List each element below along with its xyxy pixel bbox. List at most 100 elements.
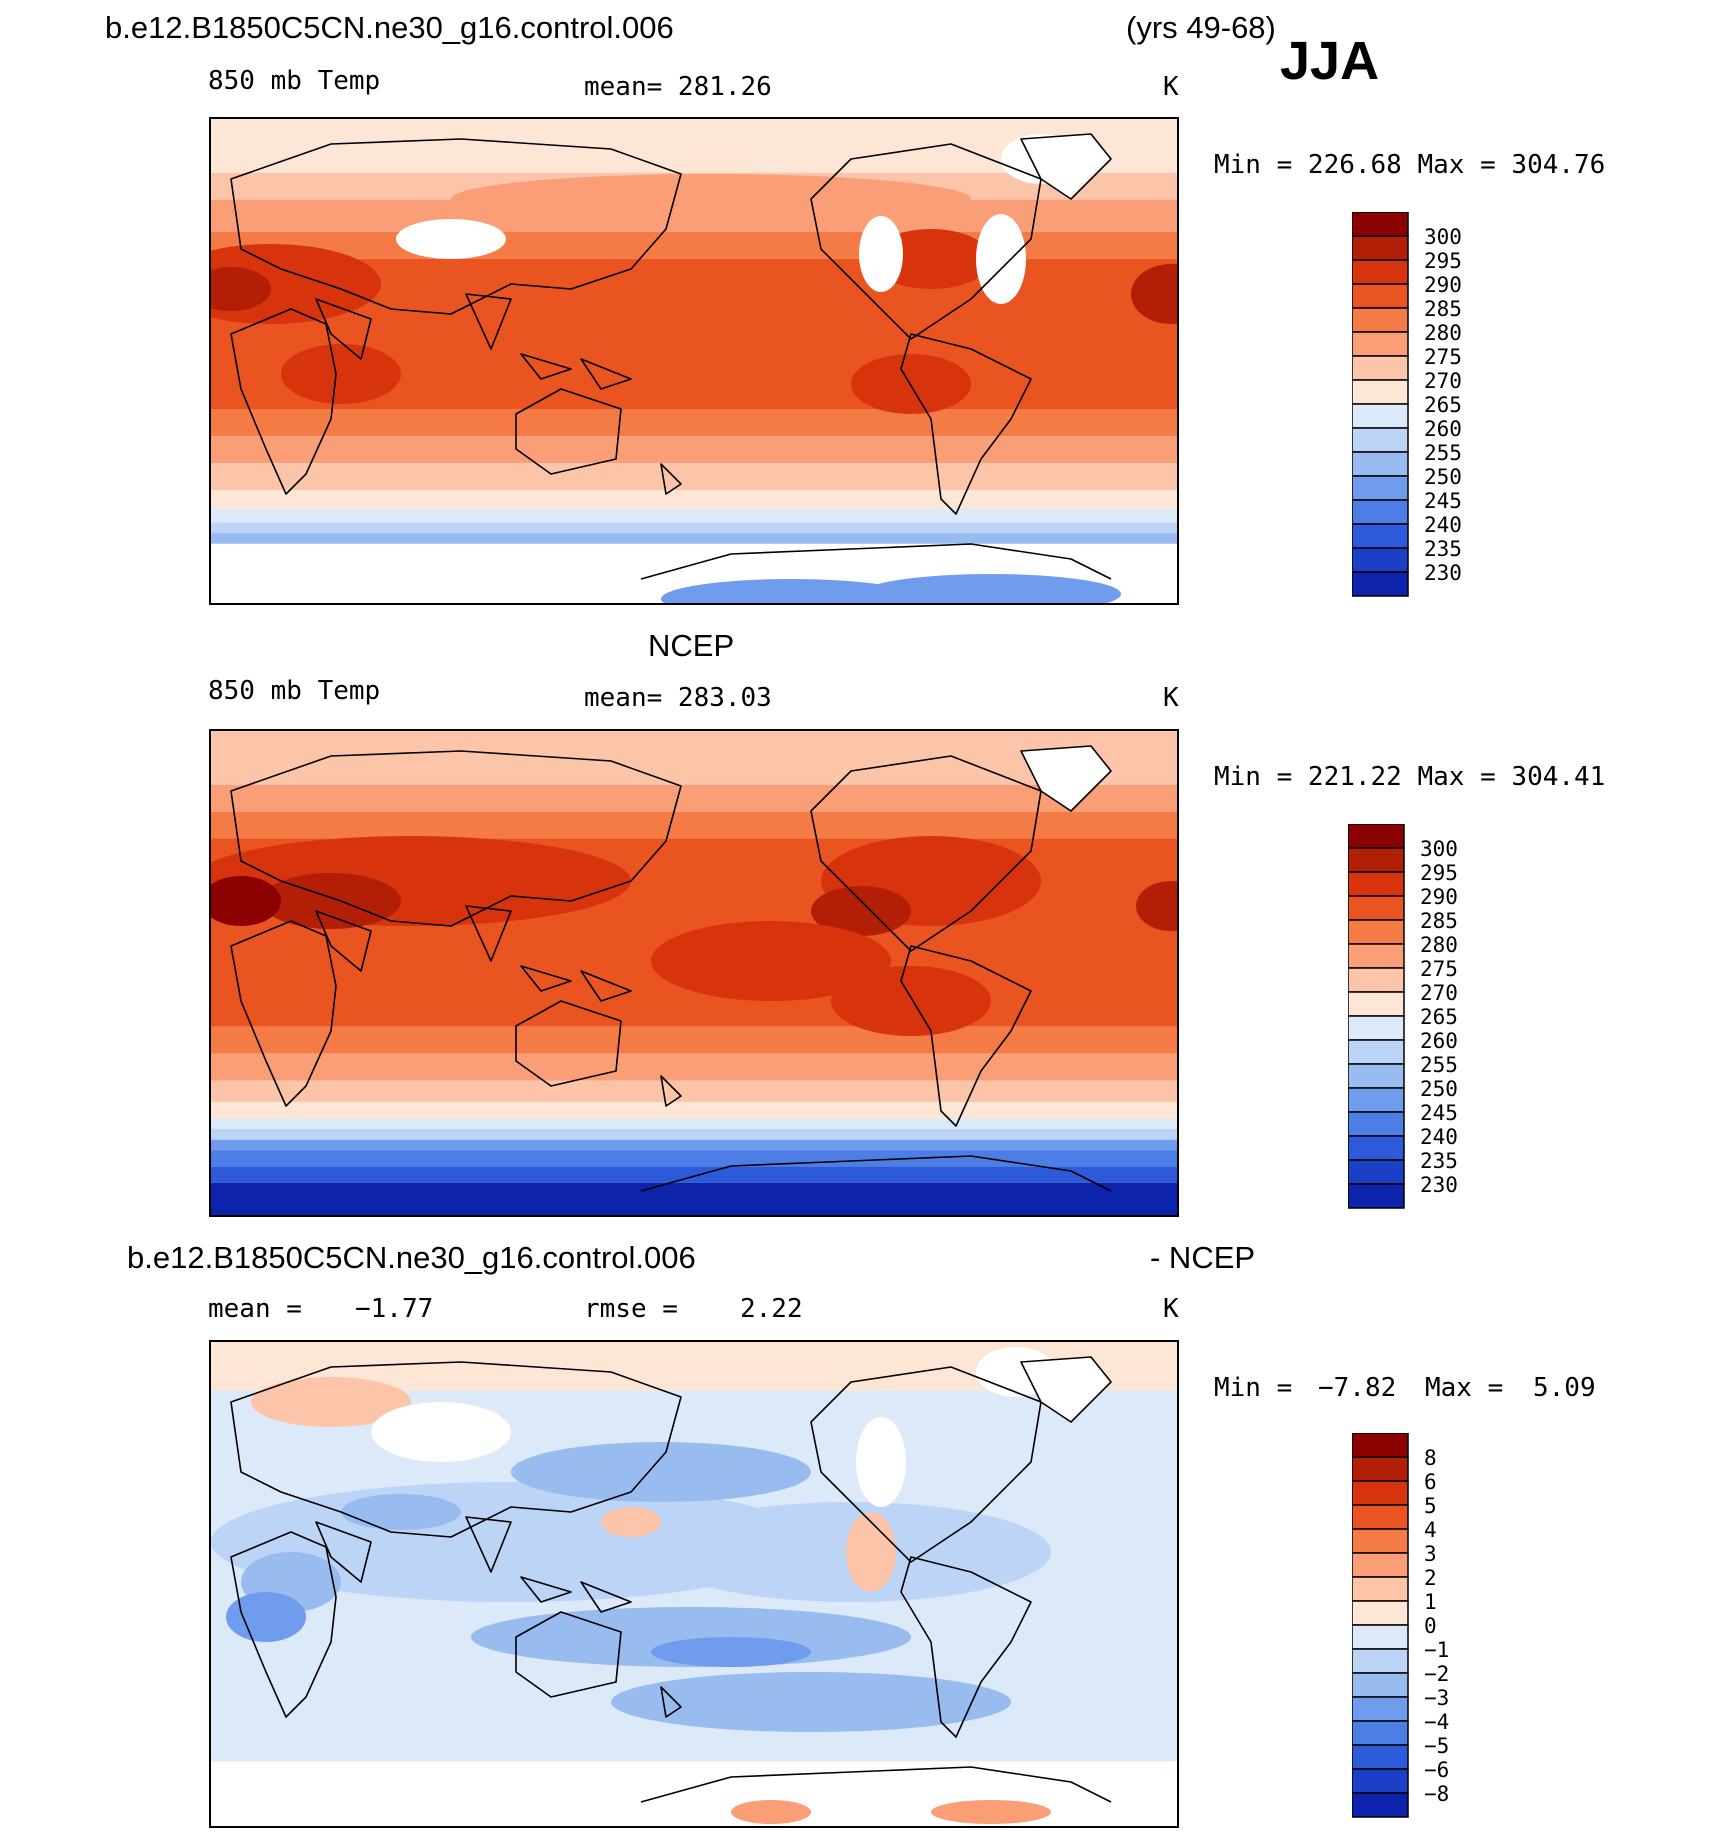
field-patch — [371, 1402, 511, 1462]
colorbar-tick-label: 230 — [1420, 1173, 1458, 1197]
panel1-mean: mean= 281.26 — [584, 72, 772, 102]
coastline — [515, 1000, 622, 1087]
colorbar-swatch — [1348, 1039, 1405, 1065]
colorbar-tick-label: 260 — [1420, 1029, 1458, 1053]
colorbar-tick-label: 3 — [1424, 1542, 1437, 1566]
colorbar-swatch — [1352, 403, 1409, 429]
colorbar-tick-label: 300 — [1420, 837, 1458, 861]
colorbar-swatch — [1352, 1648, 1409, 1674]
colorbar-swatch — [1352, 1696, 1409, 1722]
colorbar-swatch — [1348, 1135, 1405, 1161]
field-patch — [601, 1507, 661, 1537]
coastline — [900, 945, 1032, 1127]
field-patch — [811, 886, 911, 936]
coastline — [580, 1581, 632, 1613]
panel3-min-value: −7.82 — [1318, 1373, 1397, 1403]
field-patch — [731, 1800, 811, 1824]
coastline — [1020, 745, 1112, 812]
colorbar-tick-label: 1 — [1424, 1590, 1437, 1614]
colorbar-swatch — [1352, 235, 1409, 261]
field-patch — [211, 876, 281, 926]
panel2-variable: 850 mb Temp — [208, 676, 381, 706]
panel3-max-label: Max = — [1425, 1373, 1504, 1403]
colorbar-swatch — [1348, 895, 1405, 921]
coastline — [810, 1366, 1042, 1563]
field-band — [211, 1026, 1177, 1054]
panel3-title-left: b.e12.B1850C5CN.ne30_g16.control.006 — [127, 1240, 696, 1275]
colorbar-tick-label: 4 — [1424, 1518, 1437, 1542]
colorbar-swatch — [1352, 547, 1409, 573]
colorbar-swatch — [1352, 1768, 1409, 1794]
field-patch — [856, 1417, 906, 1507]
colorbar-swatch — [1348, 991, 1405, 1017]
colorbar-tick-label: 250 — [1420, 1077, 1458, 1101]
colorbar-swatch — [1348, 943, 1405, 969]
colorbar-tick-label: 265 — [1424, 393, 1462, 417]
colorbar-tick-label: 0 — [1424, 1614, 1437, 1638]
colorbar-swatch — [1348, 1063, 1405, 1089]
colorbar-tick-label: 295 — [1420, 861, 1458, 885]
coastline — [900, 1556, 1032, 1738]
colorbar-tick-label: 270 — [1424, 369, 1462, 393]
colorbar-tick-label: 260 — [1424, 417, 1462, 441]
field-patch — [341, 1494, 461, 1530]
field-band — [211, 731, 1177, 785]
colorbar-tick-label: 8 — [1424, 1446, 1437, 1470]
colorbar-tick-label: 240 — [1424, 513, 1462, 537]
colorbar-swatch — [1352, 499, 1409, 525]
panel3-map — [209, 1340, 1179, 1828]
coastline — [230, 1531, 337, 1718]
colorbar-swatch — [1348, 847, 1405, 873]
colorbar-swatch — [1348, 1015, 1405, 1041]
field-patch — [281, 344, 401, 404]
field-patch — [251, 1377, 411, 1427]
field-band — [211, 436, 1177, 464]
panel1-minmax: Min = 226.68 Max = 304.76 — [1214, 150, 1606, 180]
field-band — [211, 1080, 1177, 1103]
field-patch — [651, 1637, 811, 1667]
colorbar-swatch — [1352, 427, 1409, 453]
coastline — [515, 1611, 622, 1698]
colorbar-tick-label: 280 — [1420, 933, 1458, 957]
coastline — [660, 1075, 682, 1107]
coastline — [580, 970, 632, 1002]
panel1-units: K — [1163, 72, 1179, 102]
field-band — [211, 463, 1177, 491]
colorbar-tick-label: 290 — [1424, 273, 1462, 297]
colorbar-swatch — [1352, 523, 1409, 549]
field-patch — [1136, 881, 1177, 931]
colorbar-swatch — [1352, 259, 1409, 285]
field-patch — [226, 1592, 306, 1642]
coastline — [900, 333, 1032, 515]
colorbar-tick-label: 270 — [1420, 981, 1458, 1005]
panel2-mean: mean= 283.03 — [584, 683, 772, 713]
panel1-variable: 850 mb Temp — [208, 66, 381, 96]
panel3-mean-value: −1.77 — [355, 1294, 434, 1324]
colorbar-tick-label: 235 — [1420, 1149, 1458, 1173]
coastline — [315, 1521, 372, 1583]
panel3-mean-label: mean = — [208, 1294, 302, 1324]
colorbar-swatch — [1352, 1744, 1409, 1770]
colorbar-tick-label: 285 — [1424, 297, 1462, 321]
colorbar-tick-label: 300 — [1424, 225, 1462, 249]
panel1-colorbar: 300 295 290 285 280 275 270 265 260 255 250 245 240 2… — [1352, 212, 1492, 597]
colorbar-tick-label: −5 — [1424, 1734, 1449, 1758]
field-patch — [861, 574, 1121, 603]
colorbar-tick-label: 235 — [1424, 537, 1462, 561]
colorbar-swatch — [1348, 919, 1405, 945]
colorbar-tick-label: −6 — [1424, 1758, 1449, 1782]
field-band — [211, 1053, 1177, 1081]
field-patch — [661, 579, 921, 603]
colorbar-tick-label: 245 — [1424, 489, 1462, 513]
coastline — [230, 308, 337, 495]
coastline — [640, 1766, 1112, 1803]
field-patch — [611, 1672, 1011, 1732]
field-patch — [976, 214, 1026, 304]
field-band — [211, 1166, 1177, 1183]
colorbar-swatch — [1348, 1087, 1405, 1113]
colorbar-tick-label: 245 — [1420, 1101, 1458, 1125]
coastline — [520, 1576, 572, 1603]
coastline — [465, 293, 512, 350]
coastline — [465, 1516, 512, 1573]
colorbar-swatch — [1348, 1183, 1405, 1209]
